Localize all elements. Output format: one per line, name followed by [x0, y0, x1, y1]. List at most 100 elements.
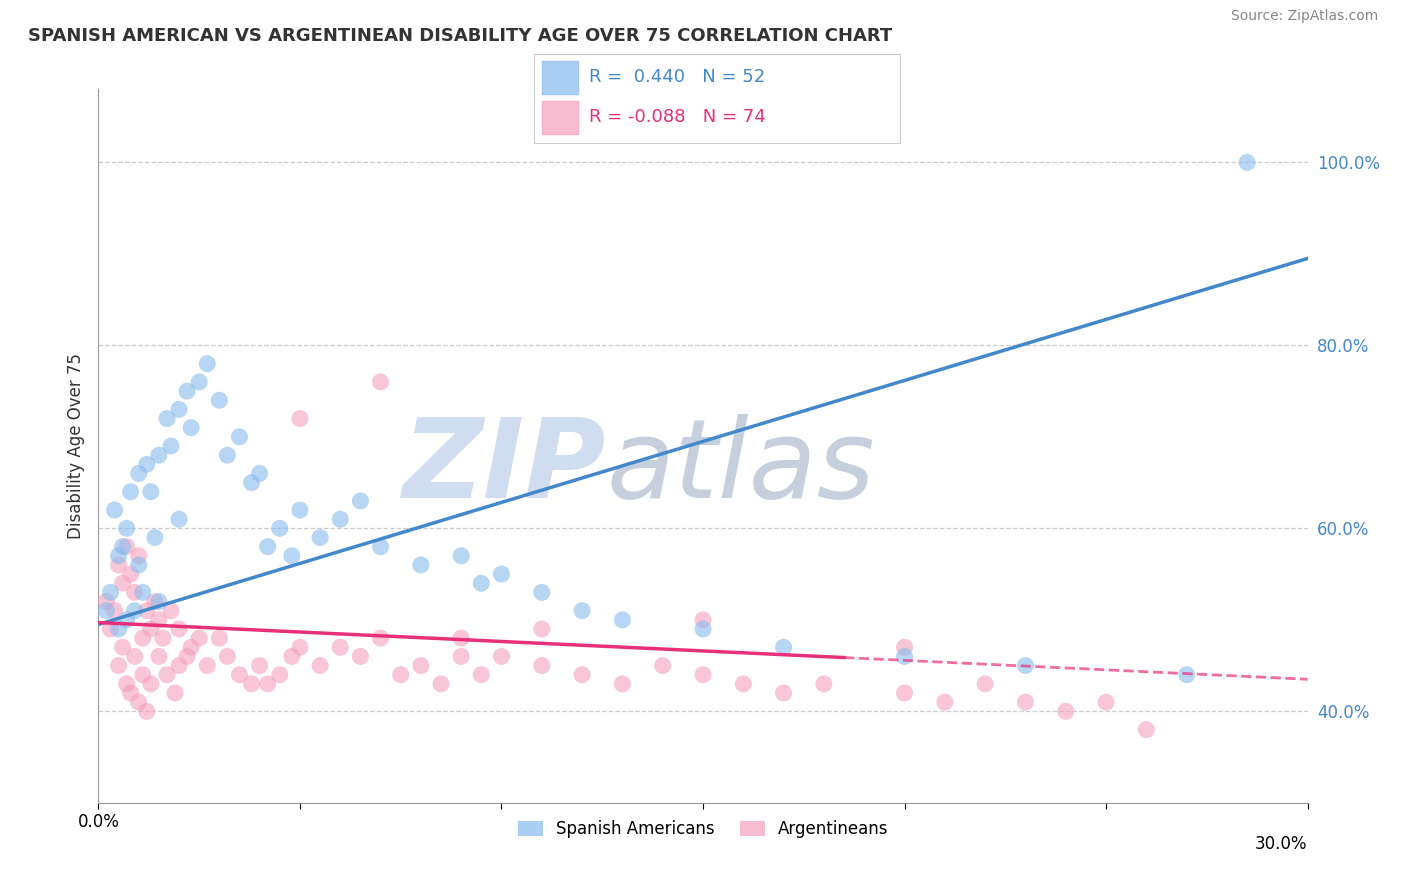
Point	[195, 658, 218, 673]
Point	[349, 649, 371, 664]
Point	[1054, 704, 1077, 718]
Point	[281, 549, 304, 563]
Point	[491, 649, 513, 664]
Point	[143, 531, 166, 545]
Point	[115, 677, 138, 691]
Point	[1014, 695, 1036, 709]
Point	[309, 658, 332, 673]
Point	[370, 375, 392, 389]
Point	[160, 439, 183, 453]
Point	[470, 576, 492, 591]
Point	[115, 540, 138, 554]
Point	[893, 640, 915, 655]
Point	[1095, 695, 1118, 709]
Point	[450, 631, 472, 645]
Point	[120, 686, 142, 700]
Point	[167, 512, 190, 526]
Point	[430, 677, 453, 691]
Point	[115, 613, 138, 627]
Point	[491, 567, 513, 582]
Point	[269, 667, 291, 681]
Point	[349, 494, 371, 508]
Point	[163, 686, 186, 700]
Text: 30.0%: 30.0%	[1256, 835, 1308, 853]
Point	[208, 393, 231, 408]
Point	[128, 467, 150, 481]
Point	[208, 631, 231, 645]
Point	[167, 622, 190, 636]
Point	[651, 658, 673, 673]
Point	[107, 558, 129, 572]
Point	[772, 686, 794, 700]
Point	[128, 695, 150, 709]
Point	[128, 549, 150, 563]
Point	[132, 667, 155, 681]
Point	[530, 658, 553, 673]
Point	[269, 521, 291, 535]
Point	[409, 558, 432, 572]
Point	[389, 667, 412, 681]
Point	[249, 467, 271, 481]
Text: atlas: atlas	[606, 414, 875, 521]
FancyBboxPatch shape	[541, 61, 578, 94]
Point	[156, 667, 179, 681]
Point	[148, 594, 170, 608]
Point	[256, 540, 278, 554]
Point	[692, 622, 714, 636]
Point	[96, 594, 118, 608]
Point	[139, 677, 162, 691]
Point	[135, 704, 157, 718]
Point	[692, 613, 714, 627]
Point	[772, 640, 794, 655]
Point	[120, 567, 142, 582]
Point	[217, 448, 239, 462]
Point	[176, 384, 198, 398]
Point	[111, 576, 134, 591]
Point	[111, 540, 134, 554]
Point	[813, 677, 835, 691]
Point	[156, 411, 179, 425]
Point	[240, 677, 263, 691]
Point	[409, 658, 432, 673]
Point	[180, 640, 202, 655]
Point	[188, 631, 211, 645]
Point	[124, 649, 146, 664]
Point	[530, 585, 553, 599]
Point	[176, 649, 198, 664]
Y-axis label: Disability Age Over 75: Disability Age Over 75	[66, 353, 84, 539]
Point	[309, 531, 332, 545]
Point	[240, 475, 263, 490]
Point	[228, 430, 250, 444]
Point	[111, 640, 134, 655]
Point	[1175, 667, 1198, 681]
Point	[103, 503, 125, 517]
Text: ZIP: ZIP	[402, 414, 606, 521]
Point	[288, 411, 311, 425]
Point	[180, 420, 202, 434]
Point	[103, 604, 125, 618]
Point	[124, 585, 146, 599]
Point	[934, 695, 956, 709]
Point	[132, 631, 155, 645]
Point	[115, 521, 138, 535]
Point	[571, 604, 593, 618]
Point	[167, 402, 190, 417]
Point	[288, 503, 311, 517]
Point	[195, 357, 218, 371]
Point	[370, 631, 392, 645]
Point	[450, 649, 472, 664]
Point	[128, 558, 150, 572]
Point	[893, 649, 915, 664]
Point	[135, 458, 157, 472]
Point	[974, 677, 997, 691]
Point	[217, 649, 239, 664]
Point	[288, 640, 311, 655]
Point	[733, 677, 755, 691]
Point	[148, 448, 170, 462]
Point	[148, 613, 170, 627]
Point	[281, 649, 304, 664]
Point	[450, 549, 472, 563]
Point	[249, 658, 271, 673]
Point	[329, 512, 352, 526]
Text: SPANISH AMERICAN VS ARGENTINEAN DISABILITY AGE OVER 75 CORRELATION CHART: SPANISH AMERICAN VS ARGENTINEAN DISABILI…	[28, 27, 893, 45]
